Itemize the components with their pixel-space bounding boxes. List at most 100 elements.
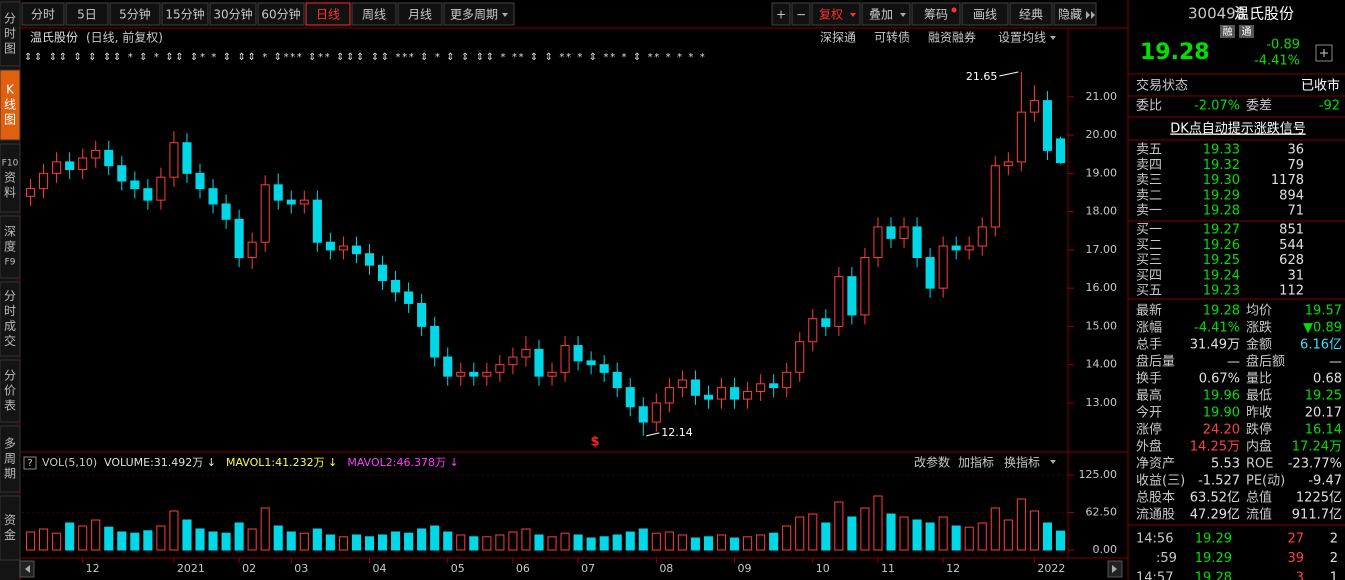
y-tick-label: 19.00 xyxy=(1086,166,1118,179)
sidebar-tab[interactable] xyxy=(0,359,21,423)
candle-body xyxy=(286,199,296,205)
stat-label: 跌停 xyxy=(1246,422,1272,438)
candle-body xyxy=(430,325,440,358)
volume-bar xyxy=(104,526,114,551)
candle-body xyxy=(469,371,479,377)
sidebar-tab-label: 表 xyxy=(4,399,16,413)
volume-bar xyxy=(716,534,727,551)
stat-value: 0.67% xyxy=(1199,372,1240,387)
candle-body xyxy=(834,276,844,327)
tool-label: 隐藏 xyxy=(1058,8,1082,22)
candle-body xyxy=(351,245,361,255)
chart-link[interactable]: 融资融券 xyxy=(928,30,976,45)
trade-volume: 27 xyxy=(1287,532,1304,547)
period-label: 5分钟 xyxy=(119,7,151,22)
x-tick-label: 12 xyxy=(86,562,100,575)
vol-link[interactable]: 换指标 xyxy=(1004,455,1040,470)
volume-bar xyxy=(364,536,375,551)
period-button[interactable] xyxy=(305,2,351,26)
period-button[interactable] xyxy=(443,2,515,26)
candle-body xyxy=(821,318,831,327)
x-tick-label: 12 xyxy=(946,562,960,575)
chart-link[interactable]: 深探通 xyxy=(820,31,856,45)
period-button[interactable] xyxy=(21,2,65,26)
candle-body xyxy=(221,203,231,220)
book-price: 19.27 xyxy=(1203,223,1240,238)
tag: 通 xyxy=(1242,26,1252,38)
period-button[interactable] xyxy=(397,2,443,26)
wb: -2.07% xyxy=(1194,99,1240,114)
candle-body xyxy=(716,387,727,400)
candle-body xyxy=(925,257,935,289)
help-box[interactable] xyxy=(23,456,37,470)
volume-bar xyxy=(91,519,101,551)
volume-bar xyxy=(52,532,62,551)
tool-button[interactable] xyxy=(911,2,961,26)
max-label: 21.65 xyxy=(966,70,998,83)
y-tick-label: 15.00 xyxy=(1086,319,1118,332)
sidebar-tab[interactable] xyxy=(0,143,21,213)
sidebar-tab-label: 多 xyxy=(4,437,16,451)
tool-button[interactable] xyxy=(1009,2,1053,26)
candle-body xyxy=(404,291,414,304)
candle-body xyxy=(899,226,909,239)
chart-link[interactable]: 可转债 xyxy=(874,30,910,45)
volume-bar xyxy=(208,531,218,551)
stat-label: 涨跌 xyxy=(1246,320,1272,336)
sidebar-tab[interactable] xyxy=(0,495,21,561)
candle-body xyxy=(104,149,114,167)
sidebar-tab[interactable] xyxy=(0,425,21,493)
candle-body xyxy=(677,379,687,389)
tool-button[interactable] xyxy=(1053,2,1097,26)
stat-value: 19.57 xyxy=(1305,304,1342,319)
arrow xyxy=(25,565,30,573)
stat-label: 收益(三) xyxy=(1136,474,1185,489)
period-button[interactable] xyxy=(257,2,305,26)
tool-button[interactable] xyxy=(811,2,861,26)
tool-button[interactable] xyxy=(771,2,791,26)
stat-value: -23.77% xyxy=(1288,457,1342,472)
volume-bar xyxy=(560,532,570,551)
candle-body xyxy=(977,226,987,247)
book-label: 买四 xyxy=(1136,268,1162,283)
sidebar-tab[interactable] xyxy=(0,281,21,357)
candle-body xyxy=(625,387,635,408)
tool-button[interactable] xyxy=(861,2,911,26)
candle-body xyxy=(847,276,857,316)
period-button[interactable] xyxy=(161,2,209,26)
tool-button[interactable] xyxy=(791,2,811,26)
vol-link[interactable]: 改参数 xyxy=(914,455,950,470)
stock-name: 温氏股份 xyxy=(1234,5,1294,23)
tool-button[interactable] xyxy=(961,2,1009,26)
y-tick-label: 13.00 xyxy=(1086,396,1118,409)
stat-value: — xyxy=(1227,355,1240,370)
y-tick-label: 20.00 xyxy=(1086,128,1118,141)
stat-label: 最高 xyxy=(1136,388,1162,404)
x-tick-label: 10 xyxy=(816,562,830,575)
period-button[interactable] xyxy=(209,2,257,26)
vol-link[interactable]: 加指标 xyxy=(958,455,994,470)
volume-bar xyxy=(534,534,544,551)
candle-body xyxy=(703,394,714,400)
sidebar-tab-label: 金 xyxy=(4,527,16,542)
stat-value: 16.14 xyxy=(1305,423,1342,438)
volume-bar xyxy=(195,528,205,551)
period-button[interactable] xyxy=(351,2,397,26)
sidebar-tab[interactable] xyxy=(0,1,21,67)
chart-link[interactable]: 设置均线 xyxy=(998,31,1046,45)
candle-body xyxy=(273,184,283,201)
volume-bar xyxy=(312,528,322,551)
add-button[interactable] xyxy=(1315,44,1333,62)
period-label: 15分钟 xyxy=(165,7,204,22)
sidebar-tab[interactable] xyxy=(0,69,21,141)
sidebar-tab[interactable] xyxy=(0,215,21,279)
period-button[interactable] xyxy=(109,2,161,26)
candle-body xyxy=(860,257,870,316)
candle-body xyxy=(912,226,922,259)
candle-body xyxy=(169,142,179,178)
signal-link[interactable]: DK点自动提示涨跌信号 xyxy=(1170,121,1306,137)
period-button[interactable] xyxy=(65,2,109,26)
chart-mode: (日线, 前复权) xyxy=(86,30,163,45)
